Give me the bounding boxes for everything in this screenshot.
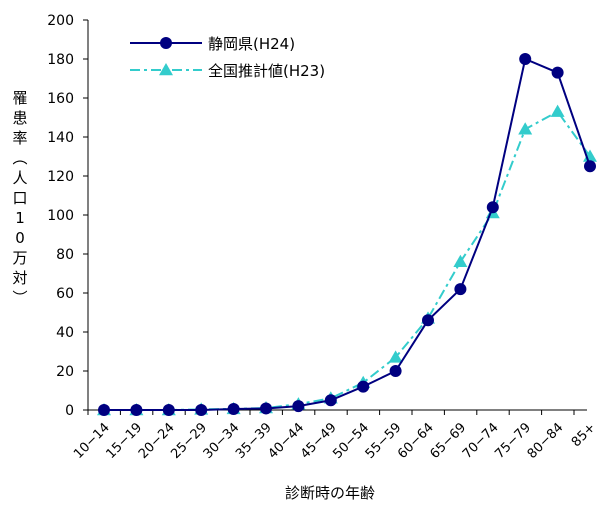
legend: 静岡県(H24) 全国推計値(H23) (130, 35, 325, 80)
axes (87, 20, 587, 411)
y-tick-label: 60 (56, 286, 74, 302)
y-axis-label-char: 1 (15, 209, 25, 227)
data-point (454, 283, 467, 296)
y-tick-label: 40 (56, 325, 74, 341)
series-line (104, 110, 591, 411)
y-axis-label-char: 0 (15, 229, 25, 247)
data-point (130, 404, 143, 416)
x-tick-labels: 10−1415−1920−2425−2930−3435−3940−4445−49… (71, 410, 597, 462)
y-tick-label: 20 (56, 364, 74, 380)
x-tick-label: 85+ (569, 420, 597, 450)
data-point (98, 404, 110, 416)
y-tick-labels: 0 20 40 60 80 100 120 140 160 180 200 (47, 13, 88, 419)
data-point (160, 37, 172, 49)
data-point (422, 314, 434, 327)
data-point (453, 254, 468, 268)
y-axis-label: 罹患率 ︵ 人口 1 0 万対 ︶ (10, 88, 30, 308)
y-tick-label: 0 (65, 403, 74, 419)
series-shizuoka (98, 53, 596, 416)
y-axis-label-char: ︶ (12, 289, 28, 307)
data-point (389, 365, 402, 377)
legend-entry-label: 全国推計値(H23) (208, 62, 325, 80)
data-point (324, 394, 337, 407)
data-point (292, 400, 305, 413)
y-axis-label-char: 人 (12, 169, 28, 187)
legend-entry-label: 静岡県(H24) (208, 35, 295, 53)
y-tick-label: 140 (47, 130, 74, 146)
y-tick-label: 200 (47, 13, 74, 29)
y-axis-label-char: 患 (12, 109, 28, 127)
series-layer (97, 53, 597, 416)
y-axis-label-char: ︵ (12, 149, 28, 167)
x-axis-label: 診断時の年齢 (284, 484, 375, 502)
x-tick-label: 80−84 (525, 420, 567, 462)
y-axis-label-char: 罹 (12, 89, 28, 107)
data-point (551, 66, 564, 79)
data-point (357, 380, 370, 393)
data-point (260, 402, 272, 415)
data-point (550, 104, 565, 117)
y-tick-label: 180 (47, 52, 74, 68)
data-point (195, 404, 208, 416)
data-point (162, 404, 175, 416)
data-point (518, 122, 533, 135)
y-tick-label: 100 (47, 208, 74, 224)
y-axis-label-char: 万 (12, 249, 28, 267)
y-tick-label: 160 (47, 91, 74, 107)
y-tick-label: 80 (56, 247, 74, 263)
y-axis-label-char: 率 (12, 129, 28, 147)
y-axis-label-char: 対 (12, 269, 28, 287)
data-point (227, 403, 240, 416)
data-point (159, 63, 173, 76)
data-point (519, 53, 532, 65)
series-line (104, 57, 591, 411)
data-point (584, 160, 596, 173)
y-axis-label-char: 口 (12, 189, 28, 207)
series-national (97, 104, 597, 416)
y-tick-label: 120 (47, 169, 74, 185)
data-point (388, 350, 403, 363)
data-point (486, 201, 499, 214)
